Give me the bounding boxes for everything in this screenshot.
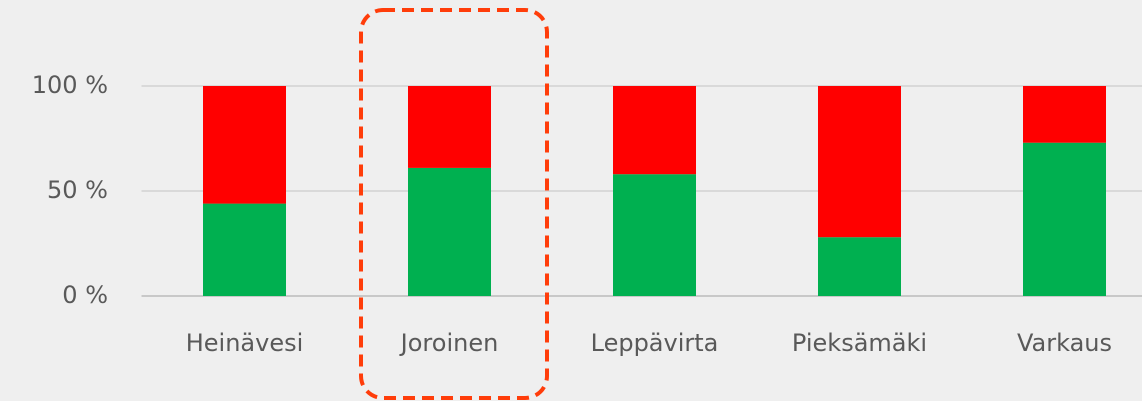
x-tick-label: Leppävirta xyxy=(591,329,719,357)
y-tick-label: 100 % xyxy=(32,71,108,99)
x-tick-label: Varkaus xyxy=(1017,329,1112,357)
bar-segment xyxy=(408,86,491,168)
x-tick-label: Heinävesi xyxy=(186,329,304,357)
x-tick-label: Joroinen xyxy=(399,329,499,357)
x-tick-label: Pieksämäki xyxy=(792,329,927,357)
bar-segment xyxy=(203,203,286,296)
highlight-box xyxy=(359,8,549,400)
bar-segment xyxy=(613,174,696,296)
bar-segment xyxy=(818,237,901,296)
y-tick-label: 50 % xyxy=(47,176,108,204)
bar-segment xyxy=(818,86,901,238)
bar-segment xyxy=(1023,142,1106,296)
y-tick-label: 0 % xyxy=(62,281,108,309)
plot: 0 % 50 % 100 % Heinävesi Joroinen Leppävirta P… xyxy=(32,71,1142,357)
bar-segment xyxy=(1023,86,1106,143)
bar-segment xyxy=(203,86,286,204)
bar-segment xyxy=(613,86,696,175)
bar-segment xyxy=(408,167,491,296)
